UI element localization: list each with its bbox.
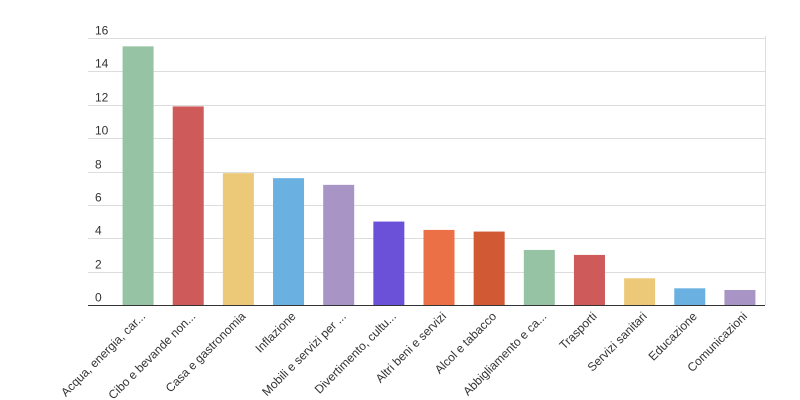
x-axis-category-labels: Acqua, energia, car...Cibo e bevande non… [58, 309, 750, 400]
bar [674, 288, 706, 305]
bar [573, 254, 605, 305]
bar [473, 231, 505, 305]
bar [172, 106, 204, 305]
y-axis-tick-labels: 0 2 4 6 8 10 12 14 16 [95, 24, 109, 305]
y-tick-label: 14 [95, 57, 109, 71]
bar [273, 178, 305, 305]
y-tick-label: 16 [95, 24, 109, 38]
bars [122, 46, 756, 305]
bar [323, 184, 355, 305]
y-tick-label: 0 [95, 291, 102, 305]
y-tick-label: 6 [95, 191, 102, 205]
bar [122, 46, 154, 305]
y-tick-label: 12 [95, 91, 109, 105]
x-category-label: Educazione [646, 309, 700, 363]
bar [724, 289, 756, 305]
y-tick-label: 2 [95, 258, 102, 272]
y-tick-label: 4 [95, 224, 102, 238]
bar [373, 221, 405, 305]
bar [624, 278, 656, 305]
x-category-label: Acqua, energia, car... [58, 309, 148, 399]
x-category-label: Trasporti [557, 309, 600, 352]
x-category-label: Cibo e bevande non... [105, 309, 198, 400]
bar [423, 229, 455, 305]
x-category-label: Abbigliamento e ca... [460, 309, 549, 398]
bar [222, 173, 254, 305]
y-tick-label: 8 [95, 158, 102, 172]
x-category-label: Inflazione [252, 309, 298, 355]
x-category-label: Mobili e servizi per ... [259, 309, 349, 399]
y-tick-label: 10 [95, 124, 109, 138]
bar [523, 249, 555, 305]
